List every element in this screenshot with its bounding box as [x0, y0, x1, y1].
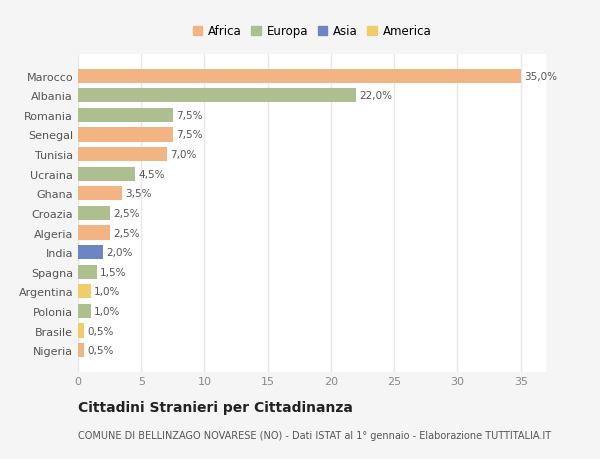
Text: 2,5%: 2,5% — [113, 228, 139, 238]
Text: 7,5%: 7,5% — [176, 130, 203, 140]
Bar — [78, 148, 167, 162]
Bar — [78, 109, 173, 123]
Legend: Africa, Europa, Asia, America: Africa, Europa, Asia, America — [190, 23, 434, 41]
Text: 1,0%: 1,0% — [94, 287, 120, 297]
Bar — [78, 285, 91, 299]
Text: 35,0%: 35,0% — [524, 72, 557, 82]
Bar — [78, 128, 173, 142]
Text: 0,5%: 0,5% — [88, 326, 114, 336]
Text: 2,0%: 2,0% — [106, 247, 133, 257]
Bar — [78, 343, 85, 358]
Bar — [78, 187, 122, 201]
Text: 3,5%: 3,5% — [125, 189, 152, 199]
Text: 1,0%: 1,0% — [94, 306, 120, 316]
Text: COMUNE DI BELLINZAGO NOVARESE (NO) - Dati ISTAT al 1° gennaio - Elaborazione TUT: COMUNE DI BELLINZAGO NOVARESE (NO) - Dat… — [78, 431, 551, 440]
Bar — [78, 207, 110, 220]
Text: 4,5%: 4,5% — [138, 169, 164, 179]
Bar — [78, 167, 135, 181]
Bar — [78, 89, 356, 103]
Text: Cittadini Stranieri per Cittadinanza: Cittadini Stranieri per Cittadinanza — [78, 400, 353, 414]
Text: 1,5%: 1,5% — [100, 267, 127, 277]
Text: 2,5%: 2,5% — [113, 208, 139, 218]
Text: 7,5%: 7,5% — [176, 111, 203, 121]
Text: 7,0%: 7,0% — [170, 150, 196, 160]
Bar — [78, 304, 91, 318]
Text: 0,5%: 0,5% — [88, 345, 114, 355]
Bar — [78, 265, 97, 279]
Bar — [78, 324, 85, 338]
Bar — [78, 69, 521, 84]
Bar — [78, 226, 110, 240]
Text: 22,0%: 22,0% — [359, 91, 392, 101]
Bar — [78, 246, 103, 260]
